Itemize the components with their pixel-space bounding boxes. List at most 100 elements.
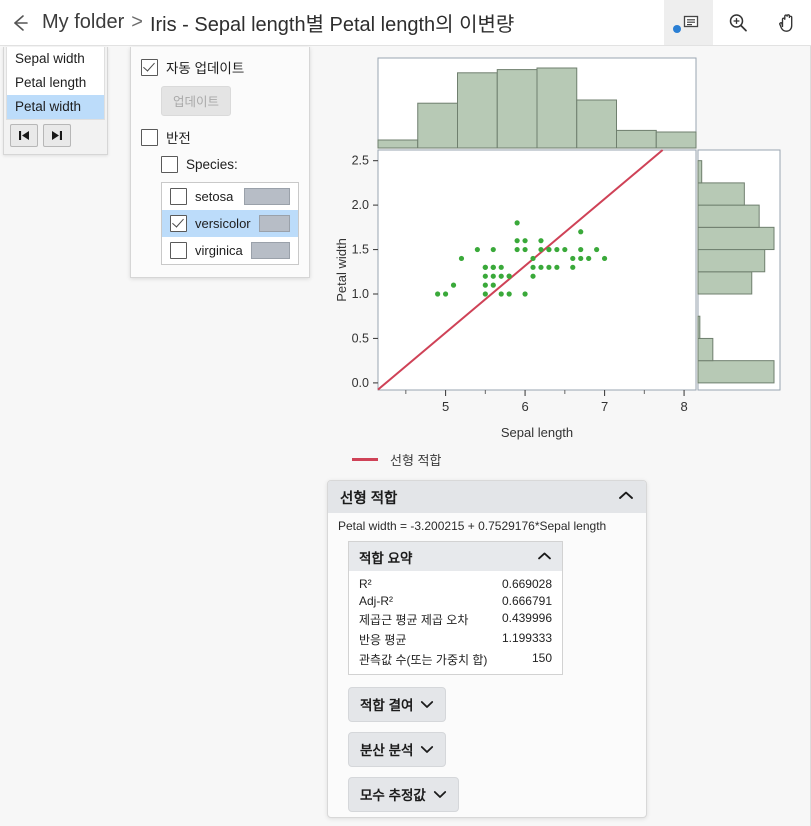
legend-label: 선형 적합 <box>390 453 442 468</box>
controls-panel: 자동 업데이트 업데이트 반전 Species: setosa versicol… <box>130 47 310 278</box>
pan-hand-icon <box>778 13 792 32</box>
stat-row: Adj-R² 0.666791 <box>349 592 562 609</box>
breadcrumb: My folder > Iris - Sepal length별 Petal l… <box>42 8 514 37</box>
species-row-versicolor[interactable]: versicolor <box>162 210 298 237</box>
stat-value: 0.666791 <box>501 593 552 608</box>
header-toolbar <box>664 0 811 45</box>
stat-row: 관측값 수(또는 가중치 합) 150 <box>349 649 562 669</box>
svg-text:0.0: 0.0 <box>352 376 369 390</box>
species-group-row[interactable]: Species: <box>161 156 299 173</box>
variable-nav-buttons <box>4 120 107 149</box>
pan-button[interactable] <box>762 0 811 45</box>
species-row-setosa[interactable]: setosa <box>162 183 298 210</box>
species-color-swatch-virginica[interactable] <box>250 242 290 259</box>
arrow-left-icon <box>14 14 28 31</box>
step-forward-icon <box>52 131 62 140</box>
step-backward-icon <box>19 131 29 140</box>
variable-item-petal-width[interactable]: Petal width <box>7 95 104 119</box>
previous-variable-button[interactable] <box>10 124 38 147</box>
svg-text:2.0: 2.0 <box>352 198 369 212</box>
species-color-swatch-setosa[interactable] <box>244 188 290 205</box>
stat-row: 반응 평균 1.199333 <box>349 629 562 649</box>
svg-text:6: 6 <box>521 399 528 414</box>
svg-text:1.0: 1.0 <box>352 287 369 301</box>
species-label-virginica: virginica <box>195 243 243 258</box>
fit-summary-header[interactable]: 적합 요약 <box>349 542 562 571</box>
stat-row: R² 0.669028 <box>349 575 562 592</box>
linear-fit-title: 선형 적합 <box>340 490 398 507</box>
section-lack-of-fit-button[interactable]: 적합 결여 <box>348 687 447 722</box>
breadcrumb-root[interactable]: My folder <box>42 11 125 33</box>
svg-text:2.5: 2.5 <box>352 154 369 168</box>
variable-item-petal-length[interactable]: Petal length <box>15 75 87 90</box>
auto-update-row[interactable]: 자동 업데이트 <box>141 57 299 77</box>
section-label: 적합 결여 <box>360 698 414 713</box>
stat-label: 제곱근 평균 제곱 오차 <box>359 612 469 627</box>
svg-text:8: 8 <box>680 399 687 414</box>
fit-equation: Petal width = -3.200215 + 0.7529176*Sepa… <box>338 519 607 533</box>
collapsed-sections: 적합 결여 분산 분석 모수 추정값 <box>328 675 646 817</box>
legend-line-swatch <box>352 458 378 461</box>
chevron-up-icon[interactable] <box>537 548 552 566</box>
fit-summary-stats: R² 0.669028 Adj-R² 0.666791 제곱근 평균 제곱 오차… <box>349 571 562 674</box>
species-checkbox-virginica[interactable] <box>170 242 187 259</box>
invert-row[interactable]: 반전 <box>141 127 299 147</box>
fit-summary-card: 적합 요약 R² 0.669028 Adj-R² 0.666791 제곱근 <box>348 541 563 675</box>
back-button[interactable] <box>0 1 40 45</box>
species-label-versicolor: versicolor <box>195 216 251 231</box>
section-anova-button[interactable]: 분산 분석 <box>348 732 447 767</box>
auto-update-label: 자동 업데이트 <box>166 61 245 76</box>
stat-label: Adj-R² <box>359 593 394 608</box>
variable-list-panel: Sepal width Petal length Petal width <box>3 47 108 155</box>
chevron-up-icon[interactable] <box>618 488 634 506</box>
zoom-button[interactable] <box>713 0 762 45</box>
species-checkbox-setosa[interactable] <box>170 188 187 205</box>
species-group-checkbox[interactable] <box>161 156 178 173</box>
species-color-swatch-versicolor[interactable] <box>258 215 290 232</box>
svg-text:0.5: 0.5 <box>352 331 369 345</box>
annotations-badge-dot <box>673 25 681 33</box>
species-checkbox-versicolor[interactable] <box>170 215 187 232</box>
app-header: My folder > Iris - Sepal length별 Petal l… <box>0 0 811 46</box>
plot-svg[interactable]: 0.0 0.5 1.0 1.5 2.0 2.5 5 6 7 8 Sepal length Petal … <box>330 50 790 440</box>
svg-text:1.5: 1.5 <box>352 243 369 257</box>
svg-text:Petal width: Petal width <box>334 238 349 302</box>
species-list: setosa versicolor virginica <box>161 182 299 265</box>
annotations-icon <box>683 15 698 27</box>
species-group-label: Species: <box>186 157 238 172</box>
linear-fit-card-header[interactable]: 선형 적합 <box>328 481 646 513</box>
breadcrumb-separator: > <box>131 11 143 33</box>
svg-text:5: 5 <box>442 399 449 414</box>
variable-item-sepal-width[interactable]: Sepal width <box>15 51 85 66</box>
stat-label: 관측값 수(또는 가중치 합) <box>359 652 488 667</box>
svg-text:7: 7 <box>601 399 608 414</box>
species-label-setosa: setosa <box>195 189 234 204</box>
annotations-button[interactable] <box>664 0 713 45</box>
update-button[interactable]: 업데이트 <box>161 86 232 116</box>
bivariate-plot[interactable]: 0.0 0.5 1.0 1.5 2.0 2.5 5 6 7 8 Sepal length Petal … <box>330 50 790 440</box>
section-parameter-estimates-button[interactable]: 모수 추정값 <box>348 777 459 812</box>
chevron-down-icon <box>420 742 434 757</box>
page-title: Iris - Sepal length별 Petal length의 이변량 <box>149 14 515 36</box>
invert-label: 반전 <box>166 131 191 146</box>
next-variable-button[interactable] <box>43 124 71 147</box>
linear-fit-card: 선형 적합 Petal width = -3.200215 + 0.752917… <box>327 480 647 818</box>
plot-legend: 선형 적합 <box>352 450 441 469</box>
auto-update-checkbox[interactable] <box>141 58 158 76</box>
stat-value: 150 <box>531 650 552 665</box>
stat-label: R² <box>359 576 372 591</box>
species-row-virginica[interactable]: virginica <box>162 237 298 264</box>
section-label: 모수 추정값 <box>360 788 426 803</box>
stat-value: 1.199333 <box>501 630 552 645</box>
zoom-in-icon <box>729 13 747 31</box>
invert-checkbox[interactable] <box>141 128 158 146</box>
fit-summary-title: 적합 요약 <box>359 550 413 566</box>
chevron-down-icon <box>420 697 434 712</box>
stat-value: 0.669028 <box>501 576 552 591</box>
svg-text:Sepal length: Sepal length <box>501 425 573 440</box>
stat-value: 0.439996 <box>501 610 552 625</box>
section-label: 분산 분석 <box>360 743 414 758</box>
stat-row: 제곱근 평균 제곱 오차 0.439996 <box>349 609 562 629</box>
variable-list[interactable]: Sepal width Petal length Petal width <box>6 47 105 120</box>
